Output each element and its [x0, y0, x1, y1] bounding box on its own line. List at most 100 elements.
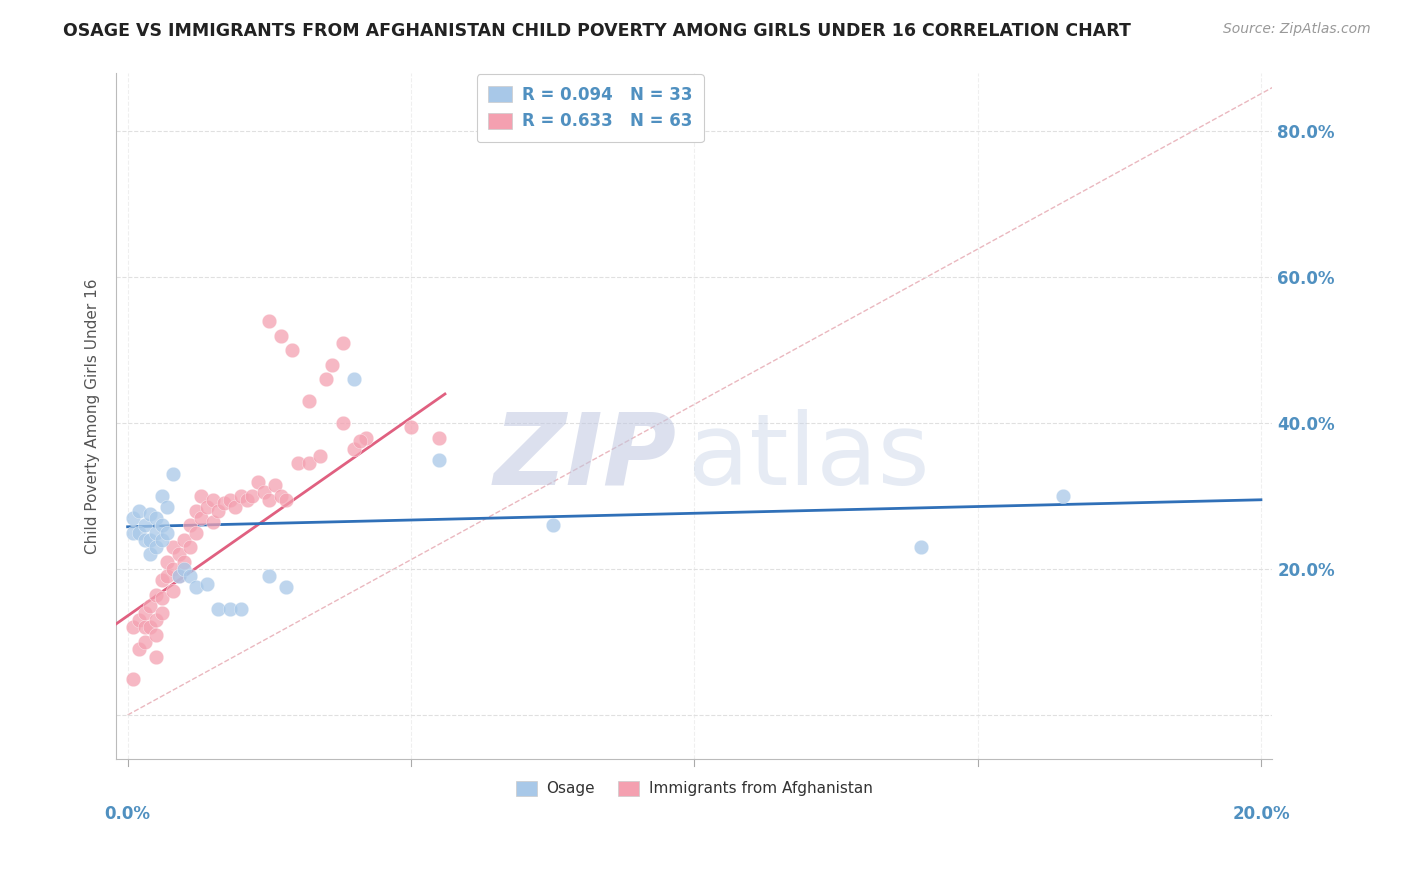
Legend: Osage, Immigrants from Afghanistan: Osage, Immigrants from Afghanistan [510, 775, 879, 803]
Point [145, 628, 167, 642]
Point [150, 573, 173, 587]
Text: 20.0%: 20.0% [1232, 805, 1289, 823]
Point [134, 635, 156, 649]
Point [128, 613, 150, 627]
Point [184, 504, 207, 518]
Point [128, 525, 150, 540]
Point [173, 533, 195, 547]
Point [343, 442, 366, 456]
Point [150, 591, 173, 606]
Text: ZIP: ZIP [494, 409, 676, 506]
Point [122, 511, 145, 525]
Point [343, 372, 366, 386]
Point [298, 394, 321, 409]
Point [139, 533, 162, 547]
Point [145, 588, 167, 602]
Point [195, 576, 218, 591]
Point [145, 525, 167, 540]
Point [139, 508, 162, 522]
Point [139, 599, 162, 613]
Point [179, 540, 201, 554]
Point [179, 569, 201, 583]
Point [229, 489, 252, 503]
Point [218, 602, 240, 616]
Point [229, 602, 252, 616]
Point [315, 372, 337, 386]
Point [122, 525, 145, 540]
Point [270, 328, 292, 343]
Point [150, 606, 173, 620]
Point [173, 562, 195, 576]
Text: atlas: atlas [689, 409, 931, 506]
Point [184, 525, 207, 540]
Text: OSAGE VS IMMIGRANTS FROM AFGHANISTAN CHILD POVERTY AMONG GIRLS UNDER 16 CORRELAT: OSAGE VS IMMIGRANTS FROM AFGHANISTAN CHI… [63, 22, 1132, 40]
Point [128, 504, 150, 518]
Point [145, 511, 167, 525]
Point [399, 419, 422, 434]
Point [145, 613, 167, 627]
Point [270, 489, 292, 503]
Point [134, 533, 156, 547]
Point [162, 562, 184, 576]
Point [201, 492, 224, 507]
Point [134, 620, 156, 634]
Point [287, 456, 309, 470]
Point [910, 540, 932, 554]
Point [218, 492, 240, 507]
Point [427, 431, 450, 445]
Point [162, 467, 184, 482]
Point [156, 525, 179, 540]
Point [167, 569, 190, 583]
Text: Source: ZipAtlas.com: Source: ZipAtlas.com [1223, 22, 1371, 37]
Point [156, 555, 179, 569]
Point [427, 452, 450, 467]
Point [190, 489, 212, 503]
Point [259, 314, 281, 328]
Point [167, 548, 190, 562]
Point [259, 492, 281, 507]
Point [184, 580, 207, 594]
Point [195, 500, 218, 514]
Point [162, 584, 184, 599]
Point [150, 518, 173, 533]
Point [276, 580, 298, 594]
Point [128, 642, 150, 657]
Point [246, 475, 269, 489]
Point [309, 449, 332, 463]
Point [321, 358, 343, 372]
Point [134, 518, 156, 533]
Point [173, 555, 195, 569]
Point [298, 456, 321, 470]
Point [235, 492, 257, 507]
Y-axis label: Child Poverty Among Girls Under 16: Child Poverty Among Girls Under 16 [86, 278, 100, 554]
Point [156, 569, 179, 583]
Point [122, 672, 145, 686]
Point [179, 518, 201, 533]
Point [264, 478, 287, 492]
Point [134, 606, 156, 620]
Point [156, 500, 179, 514]
Point [212, 496, 235, 510]
Point [349, 434, 371, 449]
Point [354, 431, 377, 445]
Point [252, 485, 274, 500]
Point [145, 540, 167, 554]
Point [276, 492, 298, 507]
Point [207, 504, 229, 518]
Point [281, 343, 304, 358]
Point [145, 649, 167, 664]
Point [207, 602, 229, 616]
Point [167, 569, 190, 583]
Point [150, 489, 173, 503]
Text: 0.0%: 0.0% [104, 805, 150, 823]
Point [1052, 489, 1074, 503]
Point [139, 548, 162, 562]
Point [150, 533, 173, 547]
Point [162, 540, 184, 554]
Point [224, 500, 246, 514]
Point [332, 335, 354, 350]
Point [122, 620, 145, 634]
Point [201, 515, 224, 529]
Point [190, 511, 212, 525]
Point [541, 518, 564, 533]
